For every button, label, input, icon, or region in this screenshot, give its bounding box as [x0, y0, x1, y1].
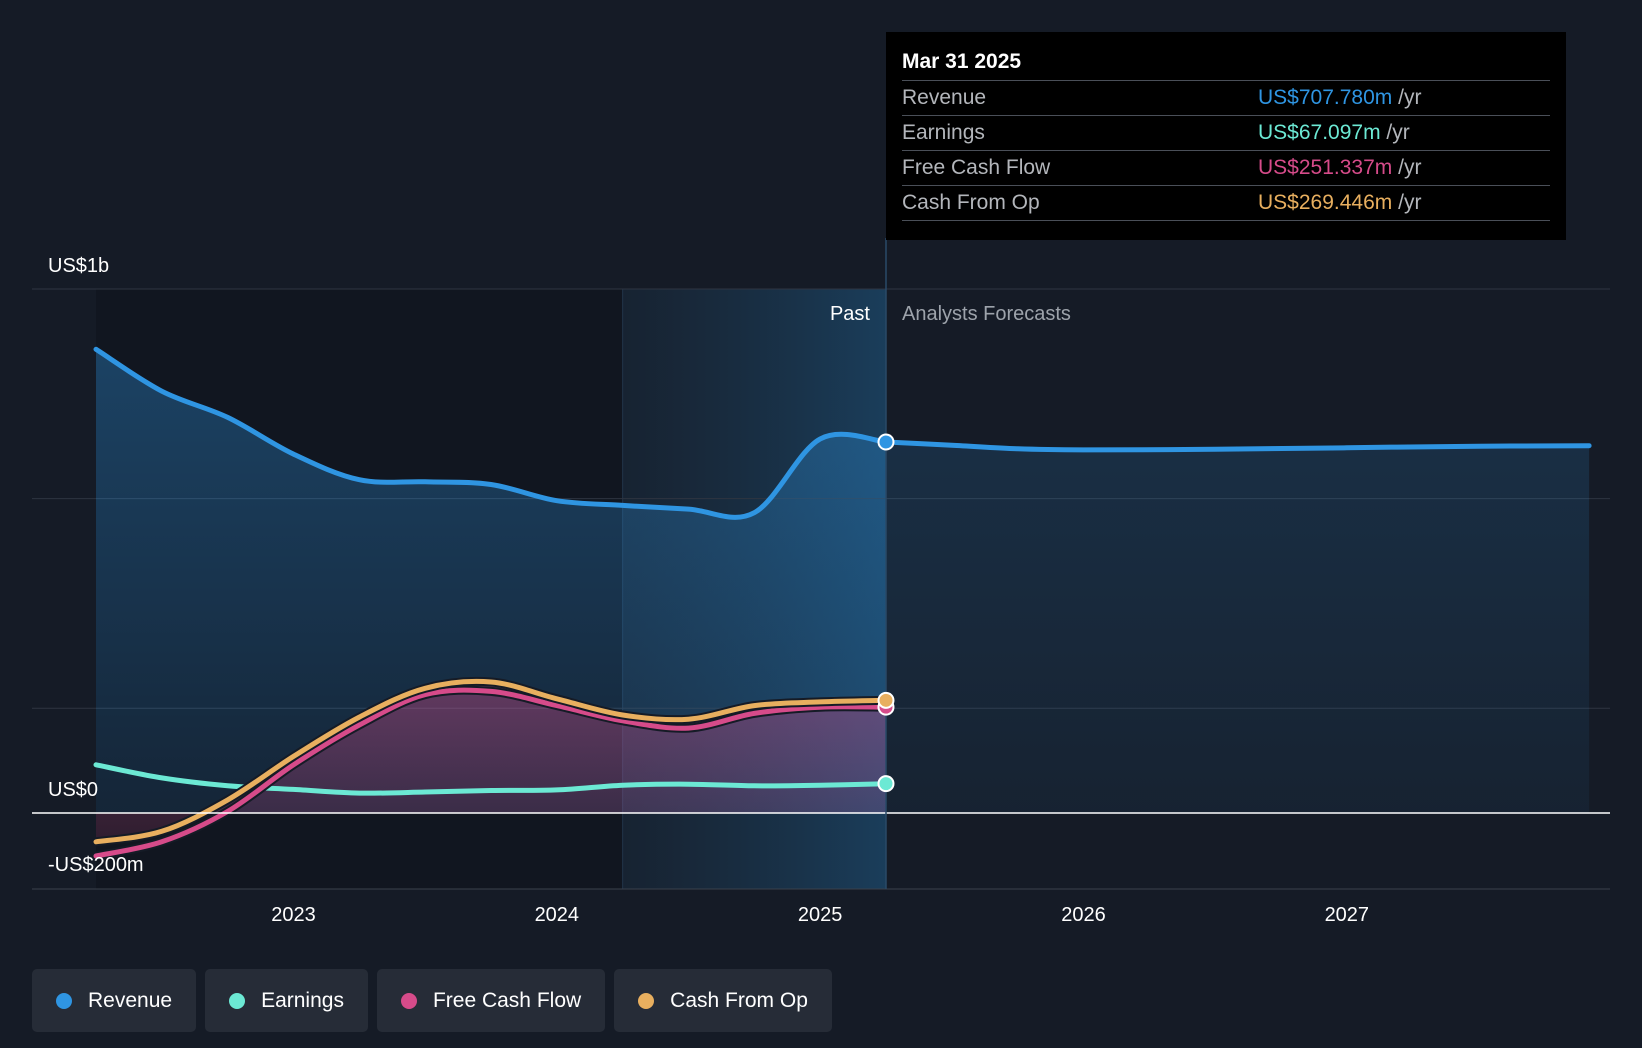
- x-tick-label: 2023: [271, 904, 316, 926]
- revenue-forecast-line: [883, 439, 1592, 453]
- tooltip-value: US$269.446m /yr: [1258, 186, 1421, 220]
- tooltip-unit: /yr: [1386, 121, 1410, 144]
- x-tick-label: 2027: [1325, 904, 1370, 926]
- y-tick-label: US$1b: [48, 255, 109, 277]
- revenue-forecast-area: [886, 442, 1590, 813]
- tooltip-amount: US$67.097m: [1258, 121, 1381, 144]
- legend-label: Revenue: [88, 988, 173, 1012]
- tooltip-unit: /yr: [1398, 156, 1422, 179]
- tooltip-label: Free Cash Flow: [902, 156, 1051, 179]
- x-tick-label: 2026: [1061, 904, 1106, 926]
- axis-labels: US$1b US$0 -US$200m 2023 2024 2025 2026 2027 Pas…: [48, 255, 1369, 926]
- tooltip-value: US$67.097m /yr: [1258, 116, 1410, 150]
- forecast-label: Analysts Forecasts: [902, 303, 1071, 325]
- revenue-point[interactable]: [877, 433, 895, 451]
- tooltip-value: US$251.337m /yr: [1258, 151, 1421, 185]
- legend-item-free-cash-flow[interactable]: Free Cash Flow: [376, 969, 606, 1032]
- revenue-area: [96, 349, 886, 813]
- earnings-point[interactable]: [877, 775, 895, 793]
- tooltip-date: Mar 31 2025: [902, 44, 1550, 81]
- legend-label: Free Cash Flow: [432, 988, 582, 1012]
- tooltip-label: Revenue: [902, 86, 987, 109]
- y-tick-label: US$0: [48, 779, 98, 801]
- tooltip-amount: US$269.446m: [1258, 191, 1393, 214]
- legend-label: Earnings: [261, 988, 344, 1012]
- tooltip-row-revenue: Revenue US$707.780m /yr: [902, 81, 1550, 116]
- revenue-dot-icon: [56, 992, 72, 1009]
- tooltip-label: Cash From Op: [902, 191, 1040, 214]
- legend-item-earnings[interactable]: Earnings: [205, 969, 368, 1032]
- legend-item-cash-from-op[interactable]: Cash From Op: [614, 969, 832, 1032]
- tooltip-row-fcf: Free Cash Flow US$251.337m /yr: [902, 151, 1550, 186]
- cash-from-op-dot-icon: [638, 992, 655, 1009]
- tooltip: Mar 31 2025 Revenue US$707.780m /yr Earn…: [886, 32, 1566, 240]
- x-tick-label: 2024: [535, 904, 580, 926]
- cfo-point[interactable]: [877, 691, 895, 709]
- tooltip-row-earnings: Earnings US$67.097m /yr: [902, 116, 1550, 151]
- tooltip-unit: /yr: [1398, 191, 1422, 214]
- free-cash-flow-dot-icon: [400, 992, 417, 1009]
- series-points: [877, 433, 895, 793]
- legend-item-revenue[interactable]: Revenue: [32, 969, 197, 1032]
- y-tick-label: -US$200m: [48, 854, 144, 876]
- earnings-dot-icon: [229, 992, 246, 1009]
- tooltip-unit: /yr: [1398, 86, 1422, 109]
- series-lines: [91, 346, 1592, 861]
- tooltip-label: Earnings: [902, 121, 985, 144]
- tooltip-amount: US$251.337m: [1258, 156, 1393, 179]
- legend: Revenue Earnings Free Cash Flow Cash Fro…: [32, 969, 832, 1032]
- legend-label: Cash From Op: [670, 988, 808, 1012]
- fcf-line: [93, 687, 889, 859]
- revenue-line: [93, 346, 889, 520]
- x-tick-label: 2025: [798, 904, 843, 926]
- earnings-line: [93, 762, 889, 796]
- tooltip-value: US$707.780m /yr: [1258, 81, 1421, 115]
- past-label: Past: [830, 303, 870, 325]
- tooltip-row-cfo: Cash From Op US$269.446m /yr: [902, 186, 1550, 221]
- tooltip-amount: US$707.780m: [1258, 86, 1393, 109]
- cfo-line: [93, 678, 889, 845]
